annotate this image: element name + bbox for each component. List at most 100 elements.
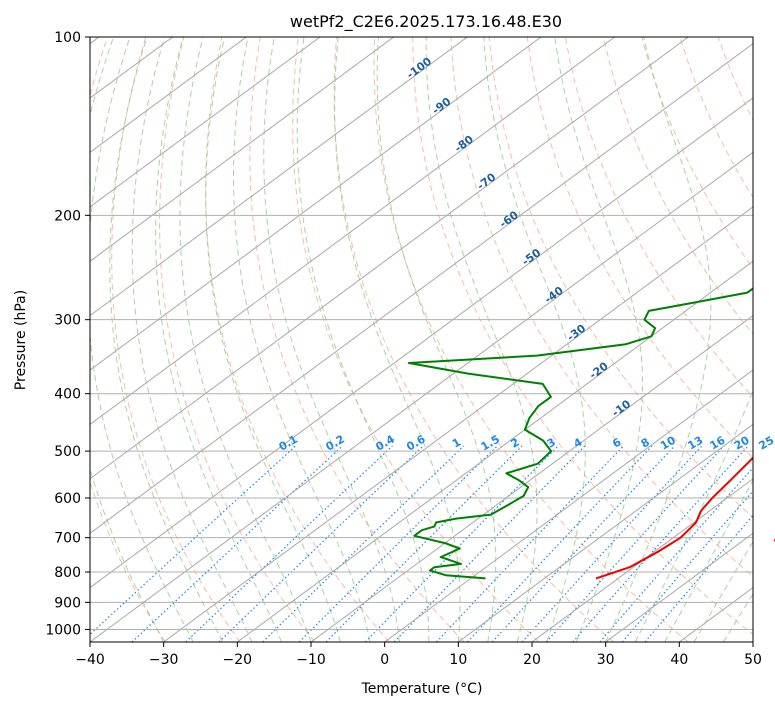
dry-adiabat bbox=[603, 37, 753, 335]
x-tick-label: −10 bbox=[296, 652, 326, 668]
mixing-ratio-line bbox=[572, 445, 749, 642]
moist-adiabat bbox=[723, 592, 753, 642]
mixing-ratio-line bbox=[218, 445, 424, 642]
y-axis-label: Pressure (hPa) bbox=[13, 290, 29, 390]
mixing-ratio-line bbox=[521, 445, 703, 642]
moist-adiabat bbox=[205, 37, 341, 642]
isotherm-line bbox=[90, 37, 689, 480]
dry-adiabat bbox=[111, 37, 241, 642]
dry-adiabat bbox=[450, 37, 753, 577]
isotherm-line bbox=[605, 532, 753, 642]
mixing-ratio-label: 8 bbox=[639, 436, 652, 451]
y-tick-label: 1000 bbox=[45, 622, 81, 638]
dewpoint-line bbox=[407, 287, 753, 580]
moist-adiabat bbox=[554, 37, 643, 642]
mixing-ratio-line bbox=[467, 445, 653, 642]
dry-adiabat bbox=[717, 37, 753, 122]
isotherm-line bbox=[90, 37, 321, 208]
profile-series bbox=[407, 287, 753, 580]
isotherm-label: -70 bbox=[475, 170, 499, 192]
mixing-ratio-line bbox=[621, 490, 753, 642]
isotherm-line bbox=[90, 151, 753, 642]
isotherm-line bbox=[90, 37, 542, 371]
mixing-ratio-label: 0.6 bbox=[404, 432, 428, 453]
isotherm-label: -40 bbox=[542, 284, 566, 306]
x-tick-label: −20 bbox=[223, 652, 253, 668]
isotherm-line bbox=[384, 369, 753, 642]
y-tick-label: 100 bbox=[54, 30, 81, 46]
dry-adiabat bbox=[159, 37, 316, 642]
isotherm-label: -10 bbox=[609, 397, 633, 419]
isotherm-label: -20 bbox=[587, 359, 611, 381]
moist-adiabat bbox=[425, 37, 538, 642]
moist-adiabat bbox=[155, 37, 282, 642]
isotherm-label: -90 bbox=[430, 95, 454, 117]
y-tick-label: 500 bbox=[54, 444, 81, 460]
moist-adiabat bbox=[664, 479, 753, 642]
x-tick-label: 10 bbox=[449, 652, 467, 668]
moist-adiabat bbox=[131, 37, 253, 642]
isotherm-line bbox=[90, 97, 753, 589]
mixing-ratio-label: 16 bbox=[708, 433, 728, 452]
isotherm-line bbox=[310, 314, 753, 642]
y-tick-label: 600 bbox=[54, 491, 81, 507]
isotherm-line bbox=[163, 206, 753, 642]
moist-adiabat bbox=[90, 37, 194, 642]
dry-adiabat bbox=[373, 37, 689, 642]
isotherm-line bbox=[237, 260, 753, 642]
mixing-ratio-label: 10 bbox=[658, 433, 678, 452]
moist-adiabat bbox=[376, 37, 497, 642]
mixing-ratio-line bbox=[90, 445, 297, 636]
isotherm-line bbox=[752, 641, 753, 642]
dry-adiabat bbox=[292, 37, 540, 642]
mixing-ratio-line bbox=[298, 445, 498, 642]
isotherm-label: -60 bbox=[497, 208, 521, 230]
isotherm-line bbox=[90, 37, 615, 426]
temperature-line bbox=[595, 456, 753, 580]
isotherm-line bbox=[90, 37, 247, 154]
mixing-ratio-label: 2 bbox=[509, 436, 522, 451]
dry-adiabat bbox=[641, 37, 753, 270]
mixing-ratio-line bbox=[644, 514, 753, 642]
moist-adiabat-label: 10 bbox=[773, 496, 775, 516]
dry-adiabat bbox=[205, 37, 390, 642]
dry-adiabat bbox=[412, 37, 753, 635]
mixing-ratio-label: 3 bbox=[545, 436, 558, 451]
dry-adiabat bbox=[526, 37, 753, 459]
x-tick-label: −30 bbox=[149, 652, 179, 668]
y-axis: 100 200 300 400 500 600 700 800 900 1000 bbox=[45, 30, 90, 638]
mixing-ratio-line bbox=[364, 445, 559, 642]
isotherm-line bbox=[458, 423, 753, 642]
isotherm-line bbox=[90, 37, 468, 317]
isotherm-label: -100 bbox=[404, 55, 434, 82]
moist-adiabat bbox=[233, 37, 371, 642]
y-tick-label: 800 bbox=[54, 565, 81, 581]
moist-adiabat bbox=[634, 388, 753, 642]
mixing-ratio-line bbox=[262, 445, 465, 642]
x-tick-label: −40 bbox=[75, 652, 105, 668]
isotherm-label: -30 bbox=[565, 322, 589, 344]
mixing-ratio-label: 0.4 bbox=[373, 432, 397, 453]
mixing-ratio-line bbox=[545, 445, 725, 642]
isotherm-label: -80 bbox=[452, 133, 476, 155]
x-axis: −40 −30 −20 −10 0 10 20 30 40 50 bbox=[75, 642, 762, 668]
dry-adiabat bbox=[333, 37, 614, 642]
mixing-ratio-label: 1.5 bbox=[479, 433, 502, 454]
mixing-ratio-line bbox=[435, 445, 625, 642]
dry-adiabat bbox=[564, 37, 753, 398]
moist-adiabat bbox=[90, 37, 165, 642]
y-tick-label: 900 bbox=[54, 595, 81, 611]
y-tick-label: 200 bbox=[54, 208, 81, 224]
chart-title: wetPf2_C2E6.2025.173.16.48.E30 bbox=[290, 12, 562, 32]
mixing-ratio-label: 25 bbox=[757, 434, 775, 453]
isotherm-line bbox=[90, 37, 394, 262]
mixing-ratio-label: 20 bbox=[732, 433, 752, 452]
mixing-ratio-line bbox=[325, 445, 523, 642]
moist-adiabat bbox=[109, 37, 224, 642]
x-tick-label: 40 bbox=[670, 652, 688, 668]
moist-adiabat bbox=[263, 37, 400, 642]
x-tick-label: 20 bbox=[523, 652, 541, 668]
isotherm-line bbox=[90, 43, 753, 534]
